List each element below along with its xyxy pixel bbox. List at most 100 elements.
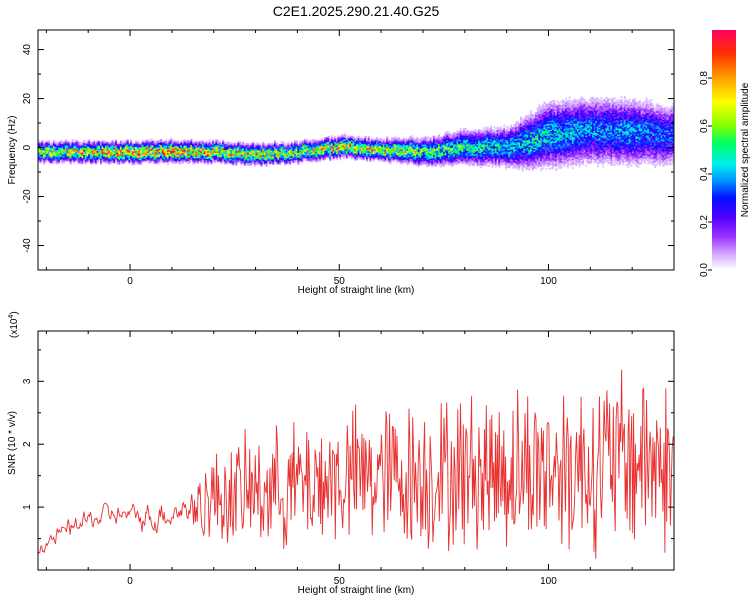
heatmap-cell bbox=[325, 138, 328, 141]
heatmap-cell bbox=[101, 145, 104, 148]
heatmap-cell bbox=[103, 159, 106, 162]
heatmap-cell bbox=[143, 149, 146, 152]
heatmap-cell bbox=[108, 156, 111, 159]
heatmap-cell bbox=[218, 154, 221, 156]
heatmap-cell bbox=[260, 162, 263, 165]
heatmap-cell bbox=[170, 150, 173, 153]
heatmap-cell bbox=[217, 147, 220, 150]
heatmap-cell bbox=[71, 156, 74, 159]
heatmap-cell bbox=[329, 153, 332, 156]
heatmap-cell bbox=[153, 151, 156, 154]
heatmap-cell bbox=[284, 143, 287, 146]
heatmap-cell bbox=[275, 151, 278, 154]
heatmap-cell bbox=[89, 155, 92, 158]
heatmap-cell bbox=[220, 144, 223, 147]
heatmap-cell bbox=[109, 156, 113, 159]
heatmap-cell bbox=[118, 157, 121, 159]
heatmap-cell bbox=[140, 154, 143, 156]
heatmap-cell bbox=[68, 157, 71, 160]
heatmap-cell bbox=[153, 143, 156, 146]
heatmap-cell bbox=[250, 160, 253, 163]
heatmap-cell bbox=[78, 162, 81, 165]
heatmap-cell bbox=[71, 142, 74, 144]
heatmap-cell bbox=[217, 161, 220, 163]
heatmap-cell bbox=[143, 159, 146, 162]
heatmap-cell bbox=[163, 146, 166, 149]
heatmap-cell bbox=[161, 141, 164, 144]
heatmap-cell bbox=[125, 150, 128, 153]
heatmap-cell bbox=[84, 156, 87, 159]
heatmap-cell bbox=[138, 142, 141, 145]
heatmap-cell bbox=[84, 147, 87, 150]
heatmap-cell bbox=[136, 160, 139, 163]
heatmap-cell bbox=[121, 140, 124, 142]
heatmap-cell bbox=[315, 144, 318, 147]
heatmap-cell bbox=[416, 136, 419, 139]
heatmap-cell bbox=[38, 160, 41, 163]
heatmap-cell bbox=[304, 139, 307, 142]
heatmap-cell bbox=[238, 154, 241, 157]
heatmap-cell bbox=[273, 144, 277, 147]
heatmap-cell bbox=[151, 146, 154, 149]
heatmap-cell bbox=[227, 157, 230, 160]
heatmap-cell bbox=[168, 155, 171, 158]
heatmap-cell bbox=[39, 148, 42, 151]
heatmap-cell bbox=[166, 150, 169, 152]
heatmap-cell bbox=[176, 153, 179, 156]
heatmap-cell bbox=[61, 160, 64, 162]
heatmap-cell bbox=[330, 145, 333, 148]
heatmap-cell bbox=[217, 141, 220, 144]
heatmap-cell bbox=[138, 152, 141, 155]
heatmap-cell bbox=[136, 146, 139, 149]
heatmap-cell bbox=[111, 149, 114, 151]
heatmap-cell bbox=[307, 150, 310, 153]
heatmap-cell bbox=[150, 144, 153, 147]
heatmap-cell bbox=[138, 156, 141, 159]
heatmap-cell bbox=[200, 155, 203, 158]
heatmap-cell bbox=[191, 140, 195, 143]
heatmap-cell bbox=[197, 154, 200, 157]
heatmap-cell bbox=[252, 142, 255, 145]
heatmap-cell bbox=[240, 156, 243, 159]
heatmap-cell bbox=[143, 148, 146, 151]
heatmap-cell bbox=[86, 143, 89, 146]
heatmap-cell bbox=[285, 143, 288, 145]
heatmap-cell bbox=[227, 141, 230, 144]
heatmap-cell bbox=[113, 150, 116, 153]
heatmap-cell bbox=[114, 139, 118, 142]
heatmap-cell bbox=[114, 159, 118, 162]
heatmap-cell bbox=[175, 149, 178, 152]
heatmap-cell bbox=[205, 142, 208, 145]
heatmap-cell bbox=[131, 152, 134, 155]
heatmap-cell bbox=[153, 140, 156, 143]
heatmap-cell bbox=[195, 155, 198, 158]
heatmap-cell bbox=[225, 159, 228, 162]
heatmap-cell bbox=[101, 154, 104, 157]
heatmap-cell bbox=[320, 155, 323, 158]
heatmap-cell bbox=[320, 149, 323, 152]
heatmap-cell bbox=[260, 165, 263, 168]
heatmap-cell bbox=[118, 158, 121, 161]
heatmap-cell bbox=[200, 149, 203, 152]
heatmap-cell bbox=[287, 150, 290, 153]
heatmap-cell bbox=[63, 160, 66, 162]
heatmap-cell bbox=[330, 146, 333, 149]
heatmap-cell bbox=[267, 142, 270, 145]
heatmap-cell bbox=[248, 149, 251, 152]
heatmap-cell bbox=[103, 160, 106, 163]
heatmap-cell bbox=[252, 148, 255, 151]
heatmap-cell bbox=[319, 152, 322, 155]
heatmap-cell bbox=[309, 142, 312, 145]
heatmap-cell bbox=[163, 142, 166, 145]
heatmap-cell bbox=[51, 147, 54, 150]
heatmap-cell bbox=[265, 163, 268, 166]
heatmap-cell bbox=[136, 153, 139, 156]
heatmap-cell bbox=[145, 140, 148, 142]
heatmap-cell bbox=[263, 149, 267, 152]
heatmap-cell bbox=[151, 145, 154, 147]
heatmap-cell bbox=[260, 150, 263, 153]
heatmap-cell bbox=[160, 150, 163, 153]
heatmap-cell bbox=[135, 156, 138, 159]
heatmap-cell bbox=[114, 150, 118, 153]
heatmap-cell bbox=[183, 158, 186, 161]
